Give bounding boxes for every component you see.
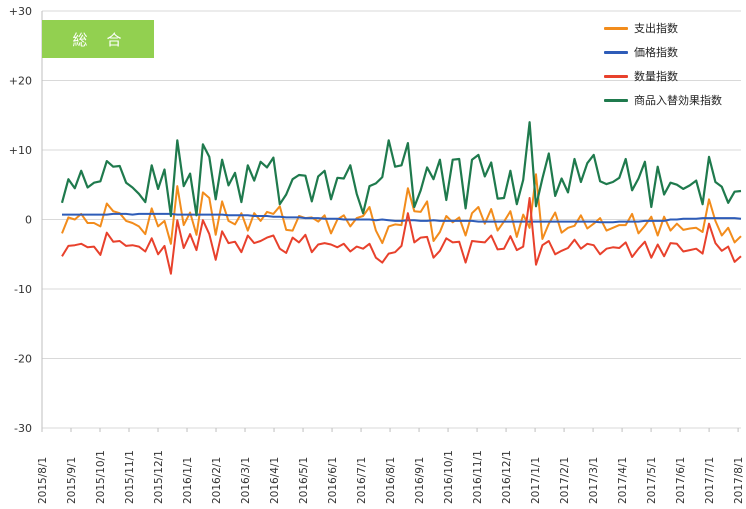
- chart-title: 総 合: [72, 30, 124, 49]
- series-line-quantity: [61, 197, 742, 275]
- x-tick-label: 2016/10/1: [443, 450, 455, 504]
- y-tick-label: -20: [14, 353, 32, 366]
- x-tick-label: 2016/11/1: [472, 450, 484, 504]
- x-tick-label: 2017/1/1: [530, 457, 542, 504]
- x-tick-label: 2016/7/1: [356, 457, 368, 504]
- x-tick-label: 2016/8/1: [385, 457, 397, 504]
- x-tick-label: 2017/5/1: [646, 457, 658, 504]
- chart-title-badge: 総 合: [42, 20, 154, 58]
- series-line-price: [62, 212, 742, 224]
- x-axis-tick-labels: 2015/8/1 2015/9/1 2015/10/1 2015/11/1 2015/1…: [37, 428, 745, 504]
- legend-item-product-replacement: 商品入替効果指数: [604, 88, 722, 112]
- x-tick-label: 2016/9/1: [414, 457, 426, 504]
- x-tick-label: 2016/3/1: [240, 457, 252, 504]
- y-tick-label: +10: [9, 144, 32, 157]
- y-tick-label: +20: [9, 75, 32, 88]
- x-tick-label: 2015/12/1: [153, 450, 165, 504]
- x-tick-label: 2017/8/1: [733, 457, 745, 504]
- x-tick-label: 2017/2/1: [559, 457, 571, 504]
- legend-label: 支出指数: [634, 22, 678, 35]
- legend-label: 数量指数: [634, 70, 678, 83]
- x-tick-label: 2017/6/1: [675, 457, 687, 504]
- y-tick-label: +30: [9, 5, 32, 18]
- x-tick-label: 2015/10/1: [95, 450, 107, 504]
- legend-label: 商品入替効果指数: [634, 94, 722, 107]
- y-axis-tick-labels: +30 +20 +10 0 -10 -20 -30: [9, 5, 32, 435]
- series-line-product-replacement: [60, 121, 742, 218]
- x-tick-label: 2017/4/1: [617, 457, 629, 504]
- x-tick-label: 2016/4/1: [269, 457, 281, 504]
- x-tick-label: 2016/2/1: [211, 457, 223, 504]
- y-tick-label: -30: [14, 422, 32, 435]
- legend-swatch: [604, 26, 628, 30]
- x-tick-label: 2015/8/1: [37, 457, 49, 504]
- x-tick-label: 2016/12/1: [501, 450, 513, 504]
- x-tick-label: 2017/7/1: [704, 457, 716, 504]
- y-tick-label: 0: [25, 214, 32, 227]
- legend-swatch: [604, 98, 628, 102]
- legend-item-expenditure: 支出指数: [604, 16, 722, 40]
- legend-label: 価格指数: [634, 46, 678, 59]
- x-tick-label: 2015/9/1: [66, 457, 78, 504]
- legend-swatch: [604, 74, 628, 78]
- x-tick-label: 2016/5/1: [298, 457, 310, 504]
- legend-item-price: 価格指数: [604, 40, 722, 64]
- legend-item-quantity: 数量指数: [604, 64, 722, 88]
- series-lines: [60, 121, 742, 275]
- y-tick-label: -10: [14, 283, 32, 296]
- x-tick-label: 2017/3/1: [588, 457, 600, 504]
- series-line-expenditure: [61, 173, 742, 245]
- legend-swatch: [604, 50, 628, 54]
- legend: 支出指数 価格指数 数量指数 商品入替効果指数: [604, 16, 722, 112]
- x-tick-label: 2016/1/1: [182, 457, 194, 504]
- x-tick-label: 2015/11/1: [124, 450, 136, 504]
- x-tick-label: 2016/6/1: [327, 457, 339, 504]
